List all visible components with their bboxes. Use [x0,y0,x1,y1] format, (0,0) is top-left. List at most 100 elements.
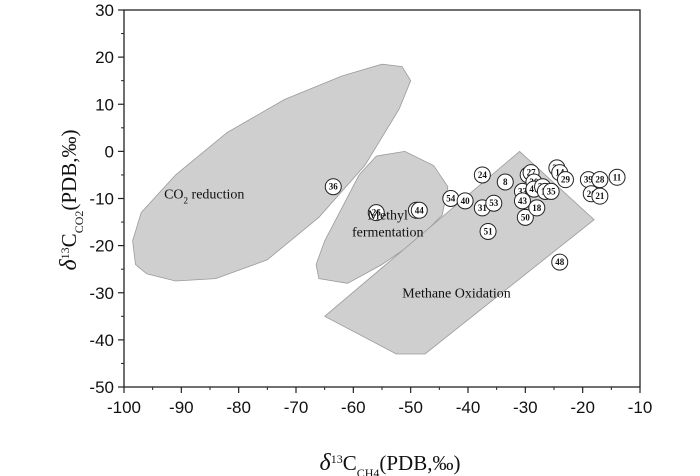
region-label-co2-reduction: CO2 reduction [164,188,244,206]
data-point-marker [456,192,474,210]
data-point-marker [496,173,514,191]
data-point: 26 [367,204,385,222]
data-point-label: 48 [555,257,565,267]
data-point: 18 [528,199,546,217]
data-point: 24 [473,166,491,184]
data-point-label: 41 [529,184,539,194]
x-tick-label: -10 [628,398,653,417]
data-point-label: 43 [518,196,528,206]
data-point-label: 24 [478,170,488,180]
y-axis-title-suffix: (PDB,‰) [57,130,81,211]
data-point-marker [551,253,569,271]
x-tick-label: -70 [284,398,309,417]
region-label-part: reduction [188,188,244,203]
data-point: 43 [513,192,531,210]
data-point-marker [516,208,534,226]
data-point-marker [556,171,574,189]
data-point-label: 39 [584,175,594,185]
data-point: 11 [608,168,626,186]
y-tick-label: 30 [95,1,114,20]
data-point-label: 35 [547,186,557,196]
x-axis-title-suffix: (PDB,‰) [379,451,460,475]
data-point-label: 53 [489,198,499,208]
data-point-label: 51 [484,226,494,236]
data-point-marker [513,192,531,210]
data-point: 28 [591,171,609,189]
data-point: 48 [551,253,569,271]
y-tick-label: 0 [105,142,114,161]
data-point: 35 [542,182,560,200]
data-point: 36 [324,178,342,196]
y-tick-label: -40 [89,331,114,350]
data-point-marker [473,166,491,184]
x-tick-label: -20 [570,398,595,417]
region-label-line: fermentation [352,226,424,241]
y-tick-label: -10 [89,190,114,209]
data-point-label: 20 [587,189,597,199]
data-point-label: 27 [527,168,537,178]
data-point-label: 36 [329,182,339,192]
x-axis-title: δ13CCH4(PDB,‰) [320,450,461,476]
data-point-marker [410,201,428,219]
data-point: 8 [496,173,514,191]
x-tick-label: -50 [398,398,423,417]
y-axis-title-main: C [57,233,81,247]
data-point-marker [485,194,503,212]
y-axis-title-sup: 13 [58,247,72,259]
region-label-line: Methyl [368,209,409,224]
data-point: 53 [485,194,503,212]
data-point: 54 [442,190,460,207]
y-axis-title-sub: CO2 [72,211,86,234]
data-point-label: 29 [561,175,571,185]
data-point-label: 33 [518,186,528,196]
data-point-marker [542,182,560,200]
y-tick-label: -20 [89,237,114,256]
data-point-marker [367,204,385,222]
data-point-label: 18 [532,203,542,213]
region-label-part: CO [164,188,183,203]
y-axis-title-prefix: δ [56,258,82,270]
data-point-marker [528,199,546,217]
x-axis-title-sub: CH4 [357,466,380,476]
y-tick-label: 20 [95,48,114,67]
data-point-label: 31 [478,203,488,213]
ticks-layer: -100 -90 -80 -70 -60 -50 -40 -30 -20 -10-50-40-30… [89,1,652,417]
data-point-marker [591,187,609,205]
data-point-marker [608,168,626,186]
y-tick-label: -50 [89,378,114,397]
x-tick-label: -90 [169,398,194,417]
data-point-label: 11 [613,172,622,182]
data-point: 44 [410,201,428,219]
data-point: 50 [516,208,534,226]
data-point-label: 26 [372,208,382,218]
data-point: 21 [591,187,609,205]
data-point-label: 40 [461,196,471,206]
data-point-marker [479,222,497,240]
data-point-label: 54 [446,194,456,204]
y-axis-title: δ13CCO2(PDB,‰) [56,130,86,271]
data-point: 40 [456,192,474,210]
data-point-marker [324,178,342,196]
x-tick-label: -100 [107,398,141,417]
x-axis-title-prefix: δ [320,450,332,476]
x-axis-title-sup: 13 [331,452,343,466]
data-point-label: 50 [521,212,531,222]
points-layer: 3626474454403153512483343503227304137153… [324,159,626,271]
x-axis-title-main: C [343,451,357,475]
x-tick-label: -80 [226,398,251,417]
region-co2-reduction [132,63,412,282]
data-point-label: 14 [555,168,565,178]
region-label-line: Methane Oxidation [402,286,510,301]
data-point: 29 [556,171,574,189]
data-point-label: 21 [595,191,605,201]
y-tick-label: 10 [95,95,114,114]
region-label-sub: 2 [184,196,189,206]
x-tick-label: -60 [341,398,366,417]
y-tick-label: -30 [89,284,114,303]
region-labels-layer: CO2 reduction Methyl fermentation Methane O… [164,188,511,302]
data-point-label: 8 [503,177,508,187]
x-tick-label: -30 [513,398,538,417]
data-point-label: 28 [595,175,605,185]
data-point: 51 [479,222,497,240]
